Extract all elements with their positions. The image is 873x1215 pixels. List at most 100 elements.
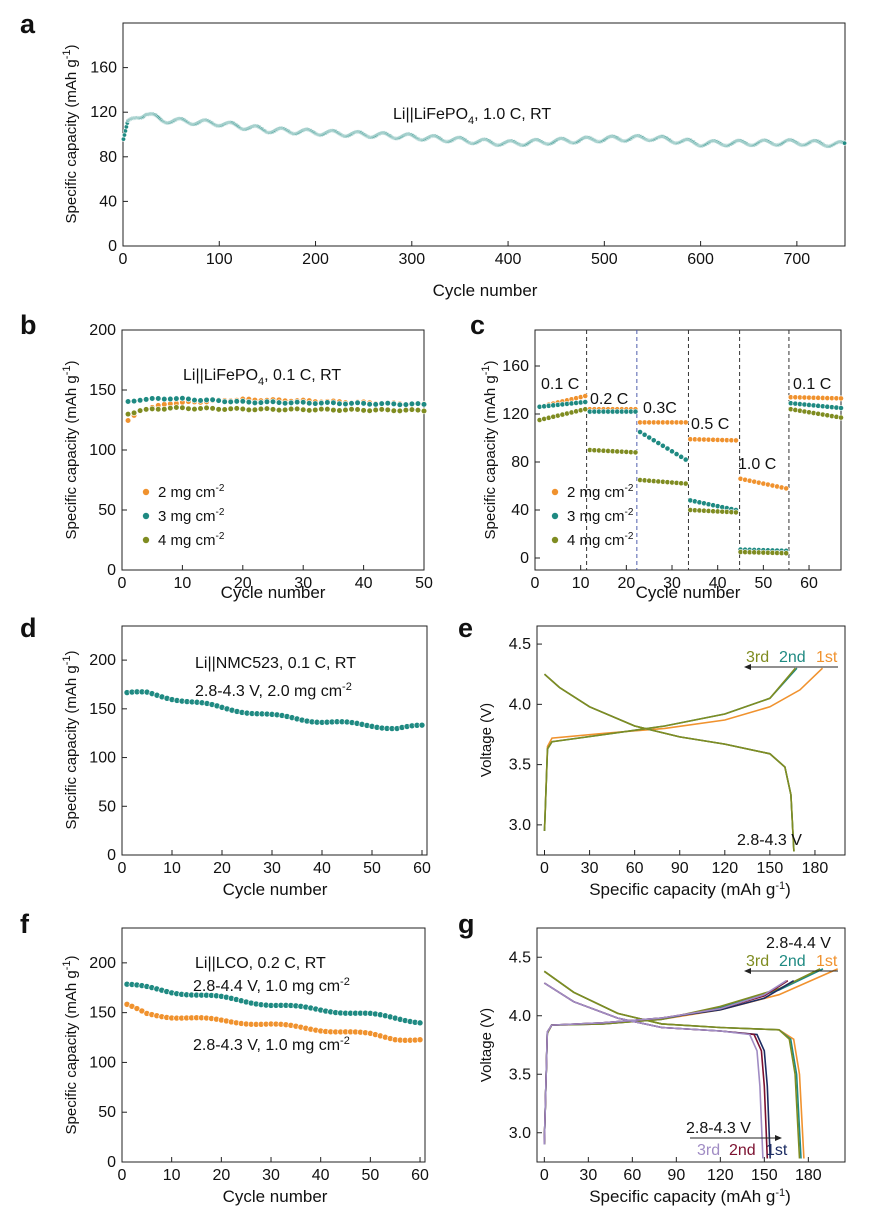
annotation: Li||LiFePO4, 1.0 C, RT	[393, 106, 551, 127]
x-tick-label: 0	[118, 575, 127, 592]
y-tick-label: 80	[511, 454, 529, 471]
data-point	[197, 405, 204, 412]
charge-curve	[543, 667, 824, 831]
data-point	[288, 399, 295, 406]
panel-label-c: c	[470, 310, 485, 340]
data-point	[306, 407, 313, 414]
y-axis-label: Specific capacity (mAh g-1)	[61, 650, 80, 829]
data-point	[842, 140, 848, 146]
annotation: Li||LiFePO4, 0.1 C, RT	[183, 367, 341, 388]
data-point	[360, 400, 367, 407]
data-point	[306, 400, 313, 407]
data-point	[414, 400, 422, 407]
x-tick-label: 120	[711, 860, 738, 877]
data-point	[324, 399, 331, 406]
upper-range-label: 2.8-4.4 V	[766, 935, 831, 952]
x-axis-label: Cycle number	[221, 583, 326, 602]
legend-marker	[551, 512, 559, 520]
y-tick-label: 150	[89, 1005, 116, 1022]
x-tick-label: 50	[415, 575, 433, 592]
y-tick-label: 80	[99, 149, 117, 166]
y-tick-label: 50	[98, 502, 116, 519]
legend-marker	[551, 488, 559, 496]
data-point	[641, 431, 648, 438]
y-axis-label: Specific capacity (mAh g-1)	[480, 360, 499, 539]
data-point	[300, 399, 307, 406]
data-point	[215, 397, 222, 404]
data-point	[336, 407, 343, 414]
data-point	[360, 407, 367, 414]
data-point	[669, 448, 675, 455]
y-tick-label: 3.5	[509, 1066, 531, 1083]
data-point	[245, 406, 252, 413]
data-point	[143, 396, 150, 403]
x-tick-label: 150	[751, 1167, 778, 1184]
plot-frame	[122, 22, 846, 247]
panel-label-d: d	[20, 613, 37, 643]
data-point	[682, 419, 689, 426]
data-point	[416, 1019, 424, 1027]
plot-frame	[121, 927, 426, 1163]
data-point	[275, 407, 283, 414]
charge-curve	[543, 667, 798, 831]
rate-label: 0.5 C	[691, 416, 729, 433]
data-point	[185, 395, 192, 403]
data-point	[137, 397, 144, 404]
y-tick-label: 100	[89, 442, 116, 459]
data-point	[179, 404, 186, 411]
data-point	[414, 407, 422, 414]
x-axis-label: Cycle number	[223, 880, 328, 899]
data-point	[281, 406, 289, 413]
data-point	[155, 395, 162, 402]
data-point	[143, 406, 150, 413]
x-tick-label: 0	[540, 1167, 549, 1184]
x-tick-label: 400	[495, 251, 522, 268]
data-point	[838, 414, 844, 421]
legend-marker	[142, 536, 150, 544]
data-point	[233, 398, 240, 405]
y-tick-label: 0	[520, 550, 529, 567]
plot-frame	[121, 625, 428, 856]
data-point	[288, 405, 295, 413]
x-tick-label: 0	[118, 1167, 127, 1184]
x-tick-label: 10	[174, 575, 192, 592]
y-tick-label: 50	[98, 798, 116, 815]
y-tick-label: 200	[89, 322, 116, 339]
data-point	[402, 401, 409, 408]
x-axis-label: Specific capacity (mAh g-1)	[589, 1187, 791, 1206]
panel-label-b: b	[20, 310, 37, 340]
data-point	[783, 485, 790, 492]
annotation-2: 2.8-4.4 V, 1.0 mg cm-2	[193, 976, 350, 995]
discharge-curve	[543, 673, 795, 852]
x-tick-label: 50	[754, 575, 772, 592]
y-tick-label: 50	[98, 1104, 116, 1121]
data-point	[664, 445, 671, 452]
data-point	[155, 406, 162, 413]
rate-label: 0.3C	[643, 400, 677, 417]
y-tick-label: 200	[89, 652, 116, 669]
rate-label: 0.1 C	[793, 376, 831, 393]
cycle-labels: 3rd 2nd 1st	[744, 649, 838, 670]
data-point	[130, 398, 138, 405]
data-point	[318, 406, 325, 413]
data-point	[203, 404, 210, 411]
x-tick-label: 30	[294, 575, 312, 592]
data-point	[239, 405, 246, 413]
data-point	[354, 399, 361, 406]
legend-marker	[142, 488, 150, 496]
upper-cycle-labels: 3rd 2nd 1st	[744, 953, 838, 974]
x-tick-label: 0	[118, 860, 127, 877]
panel-a: a Specific capacity (mAh g-1) Cycle numb…	[20, 9, 848, 300]
data-point	[227, 398, 234, 405]
data-point	[682, 480, 689, 487]
y-tick-label: 4.5	[509, 636, 531, 653]
panel-b: b Specific capacity (mAh g-1) Cycle numb…	[20, 310, 433, 602]
data-point	[372, 401, 379, 408]
data-point	[221, 406, 228, 413]
y-axis-label: Voltage (V)	[478, 1008, 495, 1082]
data-point	[342, 400, 349, 408]
y-tick-label: 200	[89, 955, 116, 972]
x-tick-label: 40	[313, 860, 331, 877]
data-point	[221, 398, 228, 405]
y-tick-label: 0	[107, 1154, 116, 1171]
